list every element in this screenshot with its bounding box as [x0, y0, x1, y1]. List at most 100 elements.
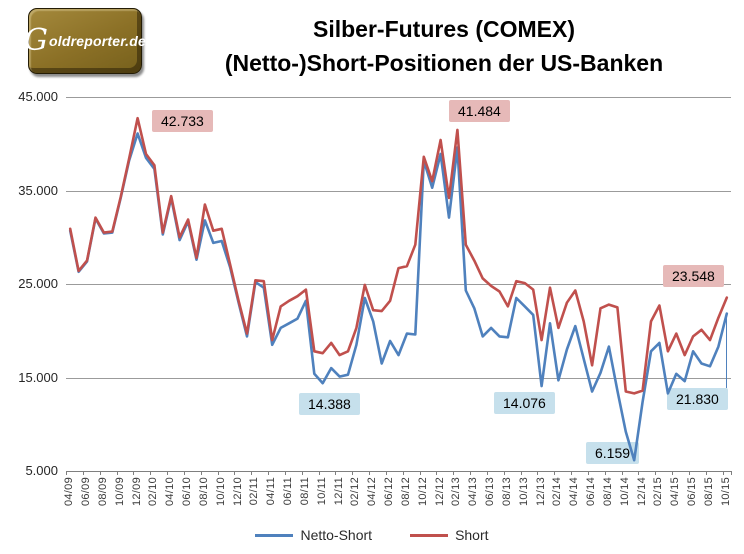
- x-tick-label: 04/15: [669, 477, 682, 507]
- series-line-short: [68, 116, 729, 395]
- x-tick-label: 02/13: [450, 477, 463, 507]
- x-tick-label: 08/12: [399, 477, 412, 507]
- x-tick-label: 04/13: [467, 477, 480, 507]
- x-tick-label: 10/13: [517, 477, 530, 507]
- chart-title: Silber-Futures (COMEX) (Netto-)Short-Pos…: [150, 12, 738, 80]
- x-tick-label: 04/11: [265, 477, 278, 506]
- x-tick-mark: [82, 471, 84, 475]
- series-line-netto-short: [68, 132, 729, 462]
- y-tick-label: 15.000: [18, 369, 58, 385]
- chart-title-line1: Silber-Futures (COMEX): [313, 16, 575, 42]
- plot-area: [66, 97, 731, 472]
- x-tick-label: 12/12: [433, 477, 446, 507]
- x-tick-mark: [503, 471, 505, 475]
- x-tick-mark: [352, 471, 354, 475]
- x-tick-label: 06/09: [80, 477, 93, 507]
- x-tick-mark: [554, 471, 556, 475]
- x-tick-label: 08/09: [96, 477, 109, 507]
- x-tick-mark: [234, 471, 236, 475]
- x-tick-mark: [284, 471, 286, 475]
- x-tick-mark: [301, 471, 303, 475]
- x-tick-mark: [688, 471, 690, 475]
- annotation-10-15-short: 23.548: [663, 265, 724, 287]
- logo-initial: G: [24, 23, 49, 58]
- x-tick-mark: [604, 471, 606, 475]
- x-tick-label: 10/14: [618, 477, 631, 507]
- y-tick-label: 45.000: [18, 89, 58, 104]
- x-tick-label: 02/11: [248, 477, 261, 506]
- x-tick-label: 06/15: [686, 477, 699, 507]
- x-tick-mark: [705, 471, 707, 475]
- x-tick-mark: [537, 471, 539, 475]
- x-tick-label: 08/13: [500, 477, 513, 507]
- x-tick-label: 02/15: [652, 477, 665, 507]
- legend-line-swatch: [255, 533, 294, 537]
- x-tick-label: 10/10: [214, 477, 227, 507]
- x-tick-mark: [731, 471, 732, 475]
- x-tick-mark: [369, 471, 371, 475]
- x-tick-label: 12/10: [231, 477, 244, 507]
- logo-text: oldreporter.de: [49, 33, 146, 49]
- x-tick-label: 02/12: [349, 477, 362, 507]
- x-tick-label: 10/11: [315, 477, 328, 506]
- gridline-15000: [66, 378, 731, 379]
- x-tick-mark: [436, 471, 438, 475]
- y-tick-label: 25.000: [18, 276, 58, 291]
- x-tick-label: 06/13: [484, 477, 497, 507]
- annotation-12-13-netto-short: 14.076: [494, 392, 555, 414]
- x-tick-mark: [268, 471, 270, 475]
- x-tick-mark: [133, 471, 135, 475]
- x-tick-mark: [621, 471, 623, 475]
- x-tick-label: 12/14: [635, 477, 648, 507]
- annotation-11-14-netto-short: 6.159: [586, 442, 640, 464]
- x-tick-label: 08/11: [298, 477, 311, 506]
- x-tick-label: 08/10: [197, 477, 210, 507]
- x-tick-mark: [318, 471, 320, 475]
- x-tick-mark: [335, 471, 337, 475]
- x-tick-mark: [402, 471, 404, 475]
- x-tick-label: 06/12: [383, 477, 396, 507]
- x-tick-label: 04/10: [164, 477, 177, 507]
- x-tick-label: 12/09: [130, 477, 143, 507]
- x-tick-mark: [419, 471, 421, 475]
- x-tick-mark: [722, 471, 724, 475]
- x-tick-label: 02/10: [147, 477, 160, 507]
- x-tick-label: 12/13: [534, 477, 547, 507]
- gridline-45000: [66, 97, 731, 98]
- annotation-leader-line: [726, 318, 727, 388]
- y-tick-label: 5.000: [25, 463, 58, 478]
- x-tick-mark: [385, 471, 387, 475]
- x-tick-label: 08/15: [702, 477, 715, 507]
- x-tick-label: 02/14: [551, 477, 564, 507]
- annotation-10-11-netto-short: 14.388: [299, 393, 360, 415]
- legend-line-swatch: [410, 533, 449, 537]
- x-tick-mark: [486, 471, 488, 475]
- x-tick-label: 10/15: [719, 477, 732, 507]
- gridline-35000: [66, 191, 731, 192]
- legend-item-short: Short: [410, 527, 489, 543]
- x-tick-mark: [587, 471, 589, 475]
- y-tick-label: 35.000: [18, 182, 58, 198]
- annotation-12-09-short: 42.733: [152, 110, 213, 132]
- x-tick-mark: [638, 471, 640, 475]
- x-tick-label: 12/11: [332, 477, 345, 506]
- x-tick-label: 04/09: [63, 477, 76, 507]
- x-tick-mark: [167, 471, 168, 475]
- gridline-25000: [66, 284, 731, 285]
- x-tick-label: 06/14: [585, 477, 598, 507]
- x-tick-label: 06/11: [282, 477, 295, 506]
- x-tick-mark: [217, 471, 219, 475]
- x-tick-mark: [520, 471, 522, 475]
- x-tick-mark: [66, 471, 67, 475]
- annotation-10-15-netto-short: 21.830: [667, 388, 728, 410]
- x-tick-mark: [672, 471, 674, 475]
- x-tick-label: 04/12: [366, 477, 379, 507]
- x-tick-mark: [116, 471, 118, 475]
- x-tick-label: 10/09: [113, 477, 126, 507]
- series-lines: [68, 116, 729, 462]
- chart-title-line2: (Netto-)Short-Positionen der US-Banken: [224, 50, 664, 76]
- x-tick-label: 04/14: [568, 477, 581, 507]
- legend-label: Short: [455, 527, 489, 543]
- x-tick-mark: [150, 471, 152, 475]
- x-tick-mark: [453, 471, 455, 475]
